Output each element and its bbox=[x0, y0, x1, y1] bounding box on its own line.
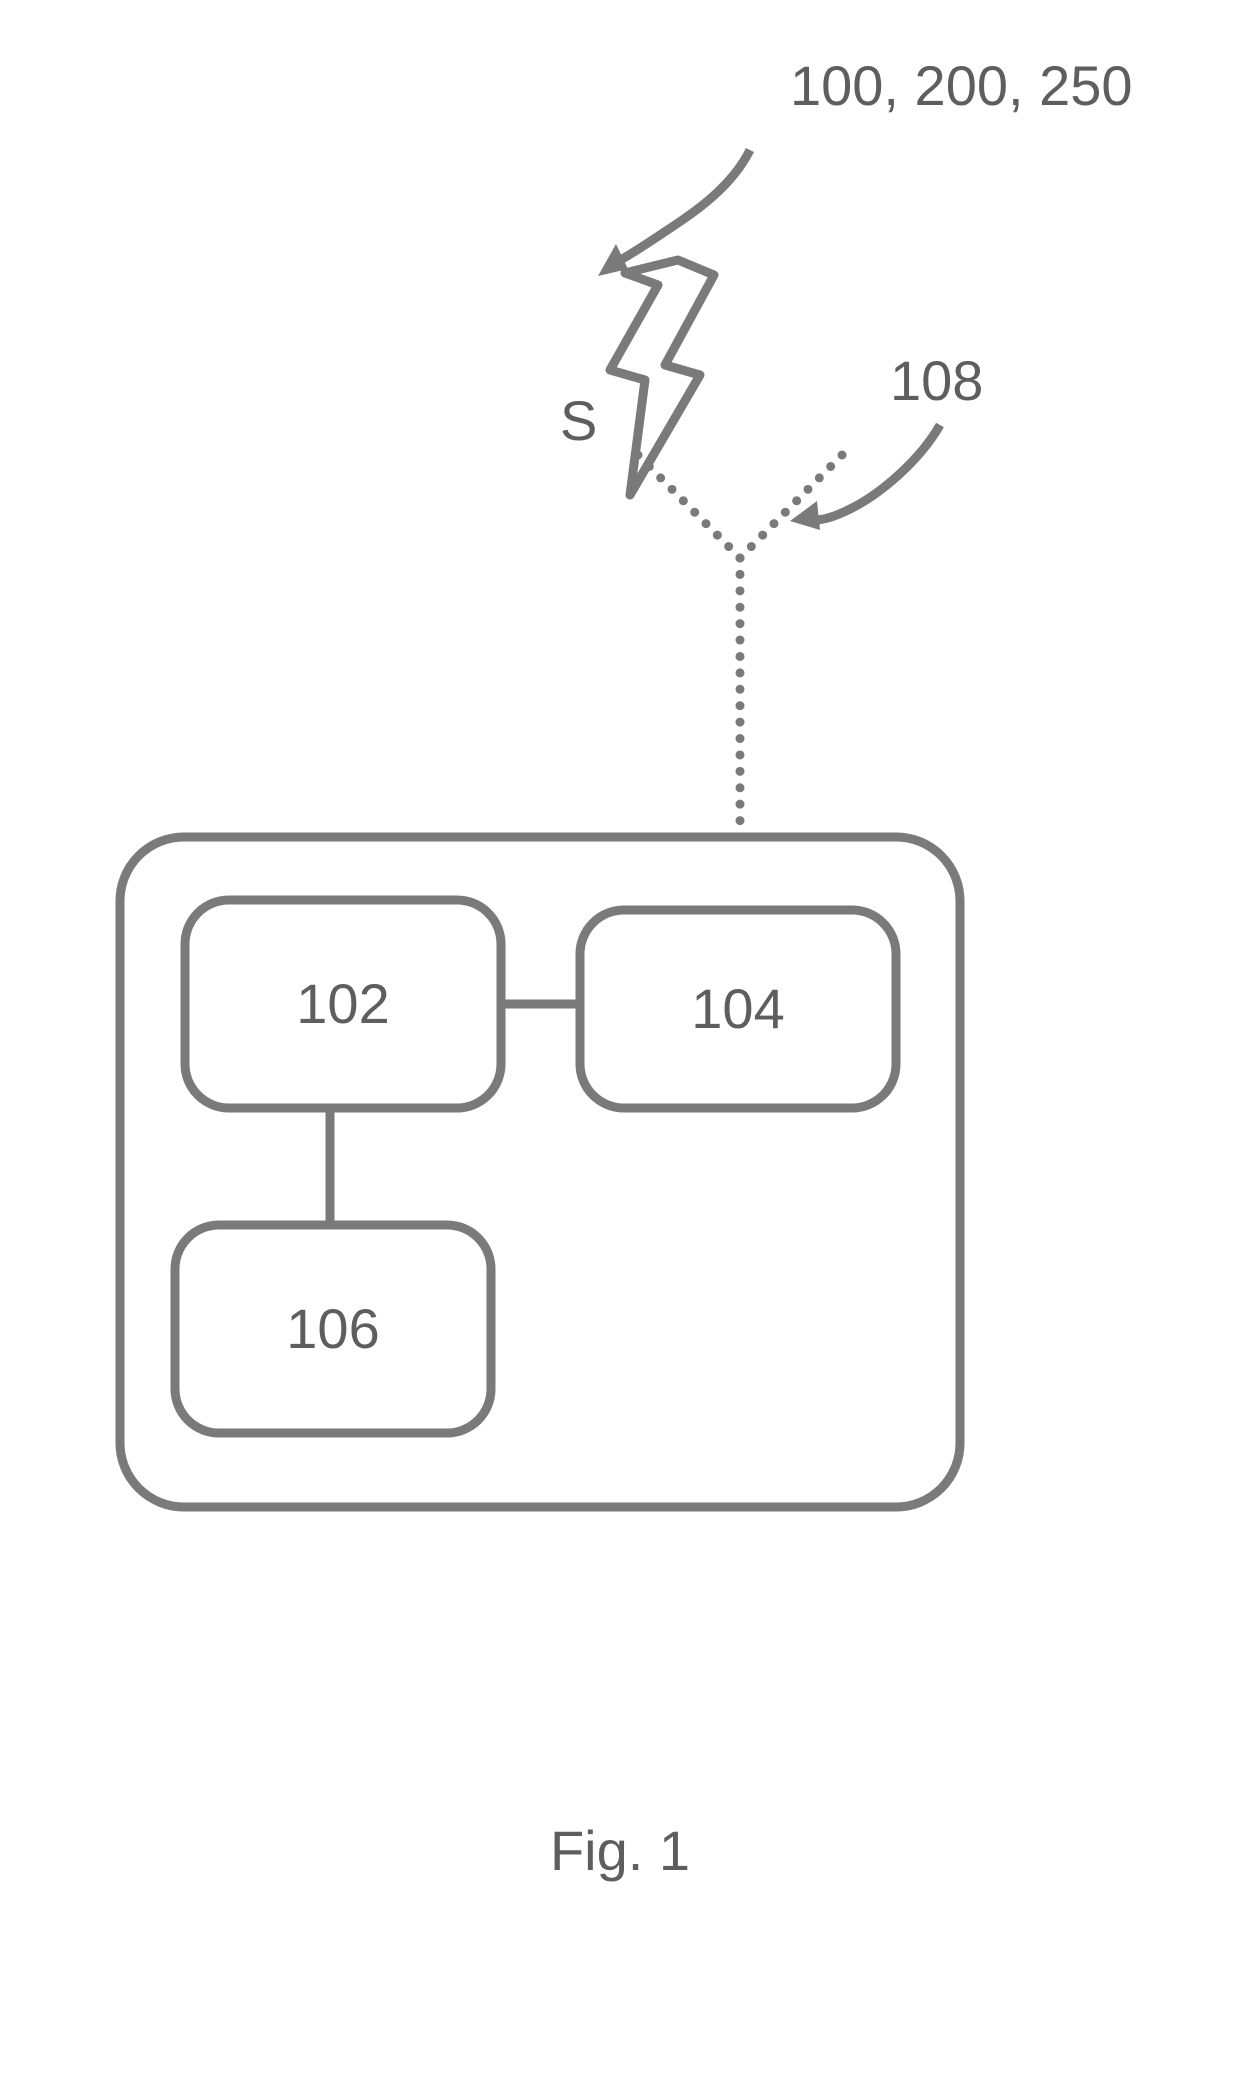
block-104: 104 bbox=[580, 910, 896, 1108]
leader-arrow-top-path bbox=[610, 150, 750, 266]
block-106-label: 106 bbox=[286, 1297, 379, 1360]
signal-label: S bbox=[560, 389, 597, 452]
outer-container bbox=[120, 837, 960, 1507]
leader-arrow-antenna bbox=[790, 425, 940, 530]
block-104-label: 104 bbox=[691, 977, 784, 1040]
top-reference-label: 100, 200, 250 bbox=[790, 54, 1133, 117]
block-102-label: 102 bbox=[296, 972, 389, 1035]
block-106: 106 bbox=[175, 1225, 491, 1433]
figure-caption: Fig. 1 bbox=[550, 1819, 690, 1882]
antenna-reference-label: 108 bbox=[890, 349, 983, 412]
lightning-icon bbox=[610, 260, 714, 495]
block-102: 102 bbox=[185, 900, 501, 1108]
leader-arrow-antenna-path bbox=[804, 425, 940, 520]
leader-arrow-antenna-head bbox=[790, 501, 820, 530]
diagram-canvas: 102 104 106 100, 200, 250 S 108 Fig. 1 bbox=[0, 0, 1240, 2094]
